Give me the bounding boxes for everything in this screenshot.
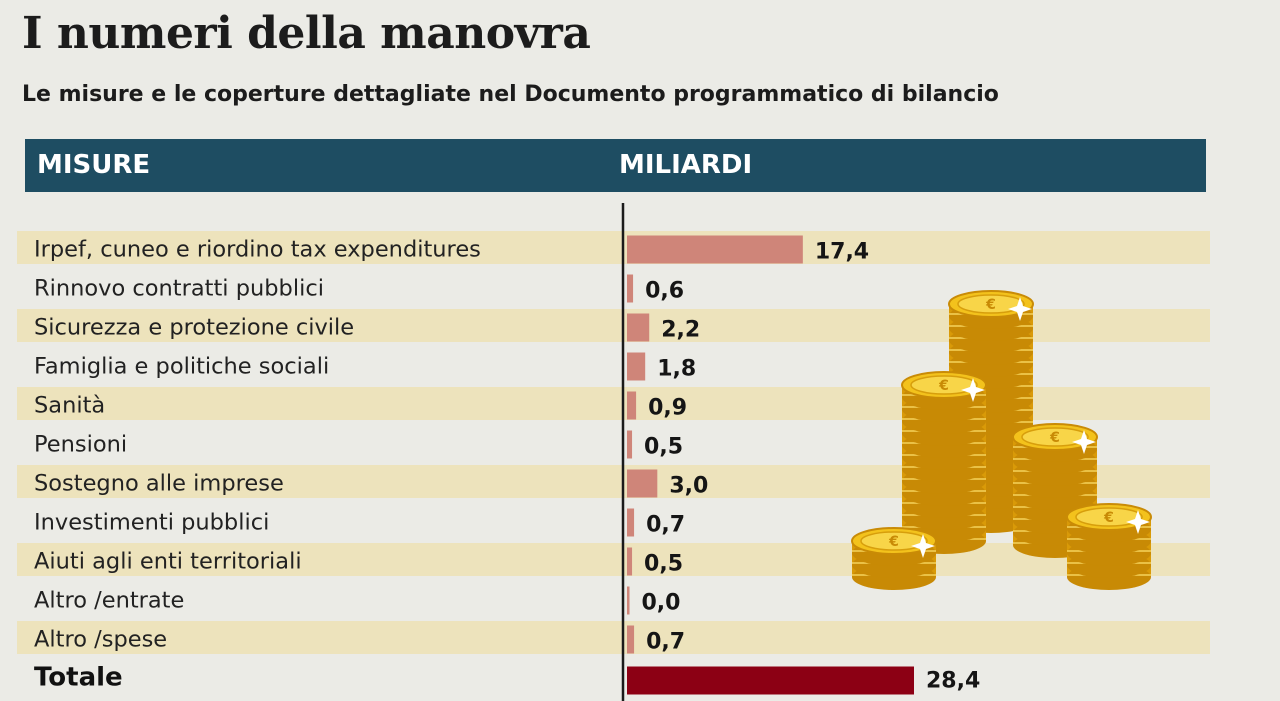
bar [627,430,633,459]
category-label: Altro /spese [34,627,167,653]
bar [627,625,635,654]
bar [627,469,658,498]
value-label: 0,5 [644,435,683,460]
bar [627,508,635,537]
value-label: 17,4 [815,240,869,265]
svg-text:€: € [888,534,899,550]
bar [627,547,633,576]
row-stripe [17,231,1210,264]
row-labels: Irpef, cuneo e riordino tax expenditures… [34,237,481,693]
value-label: 2,2 [661,318,700,343]
value-label: 0,6 [645,279,684,304]
row-stripe [17,543,1210,576]
bars [627,235,914,695]
category-label: Sanità [34,393,105,419]
total-label: Totale [34,663,123,693]
svg-text:€: € [985,297,996,313]
value-label: 0,7 [646,630,685,655]
euro-coins-icon: € € € € € [851,290,1152,590]
category-label: Famiglia e politiche sociali [34,354,329,380]
chart-title: I numeri della manovra [22,8,591,59]
bar [627,235,803,264]
header-miliardi: MILIARDI [619,150,753,180]
row-stripe [17,621,1210,654]
category-label: Investimenti pubblici [34,510,269,536]
category-label: Aiuti agli enti territoriali [34,549,302,575]
svg-text:€: € [1103,510,1114,526]
value-label: 0,5 [644,552,683,577]
bar [627,391,637,420]
value-labels: 17,4 0,6 2,2 1,8 0,9 0,5 3,0 0,7 0,5 0,0 0,7 28,4 [642,240,981,694]
bar [627,313,650,342]
svg-text:€: € [938,378,949,394]
table-header: MISURE MILIARDI [25,139,1206,192]
value-label: 1,8 [657,357,696,382]
value-label: 3,0 [669,474,708,499]
header-misure: MISURE [37,150,151,180]
value-label: 28,4 [926,669,980,694]
bar [627,352,646,381]
category-label: Sicurezza e protezione civile [34,315,354,341]
category-label: Altro /entrate [34,588,184,614]
bar [627,274,634,303]
category-label: Rinnovo contratti pubblici [34,276,324,302]
category-label: Irpef, cuneo e riordino tax expenditures [34,237,481,263]
value-label: 0,7 [646,513,685,538]
value-label: 0,0 [642,591,681,616]
svg-text:€: € [1049,430,1060,446]
category-label: Pensioni [34,432,127,458]
value-label: 0,9 [648,396,687,421]
bar [627,586,630,615]
chart-subtitle: Le misure e le coperture dettagliate nel… [22,82,999,107]
category-label: Sostegno alle imprese [34,471,284,497]
total-bar [627,666,914,695]
